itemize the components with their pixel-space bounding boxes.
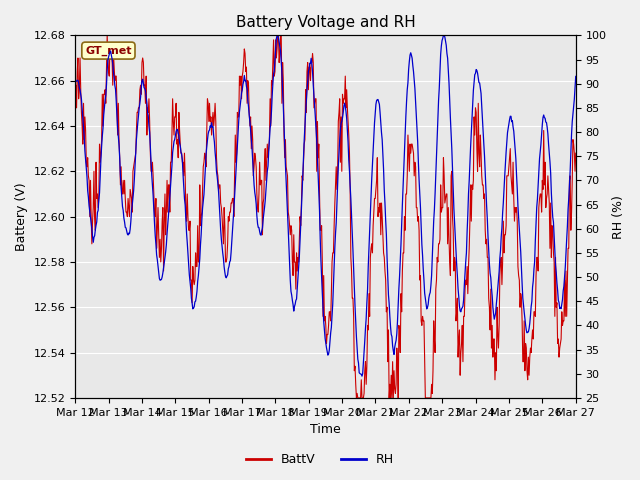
X-axis label: Time: Time [310,423,341,436]
RH [358,373,366,379]
RH [132,149,140,155]
BattV [402,191,410,197]
Y-axis label: RH (%): RH (%) [612,195,625,239]
RH [71,78,79,84]
Line: RH: RH [75,36,576,376]
BattV [353,395,360,401]
RH [402,113,410,119]
BattV [210,123,218,129]
Title: Battery Voltage and RH: Battery Voltage and RH [236,15,415,30]
Y-axis label: Battery (V): Battery (V) [15,182,28,251]
RH [81,134,88,140]
Text: GT_met: GT_met [85,46,132,56]
BattV [132,128,140,133]
RH [182,230,190,236]
Line: BattV: BattV [75,36,576,398]
RH [273,33,281,38]
BattV [103,33,111,38]
RH [387,332,395,337]
RH [572,73,580,79]
BattV [387,372,395,378]
RH [209,124,217,130]
BattV [71,105,79,111]
BattV [184,191,191,197]
Legend: BattV, RH: BattV, RH [241,448,399,471]
BattV [572,150,580,156]
BattV [81,137,88,143]
